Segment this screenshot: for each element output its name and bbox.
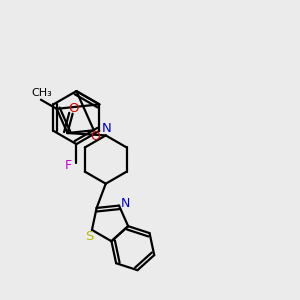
Text: N: N: [101, 122, 111, 135]
Text: CH₃: CH₃: [31, 88, 52, 98]
Text: O: O: [90, 130, 100, 143]
Text: N: N: [121, 197, 130, 210]
Text: S: S: [85, 230, 94, 243]
Text: F: F: [64, 159, 72, 172]
Text: O: O: [69, 102, 79, 115]
